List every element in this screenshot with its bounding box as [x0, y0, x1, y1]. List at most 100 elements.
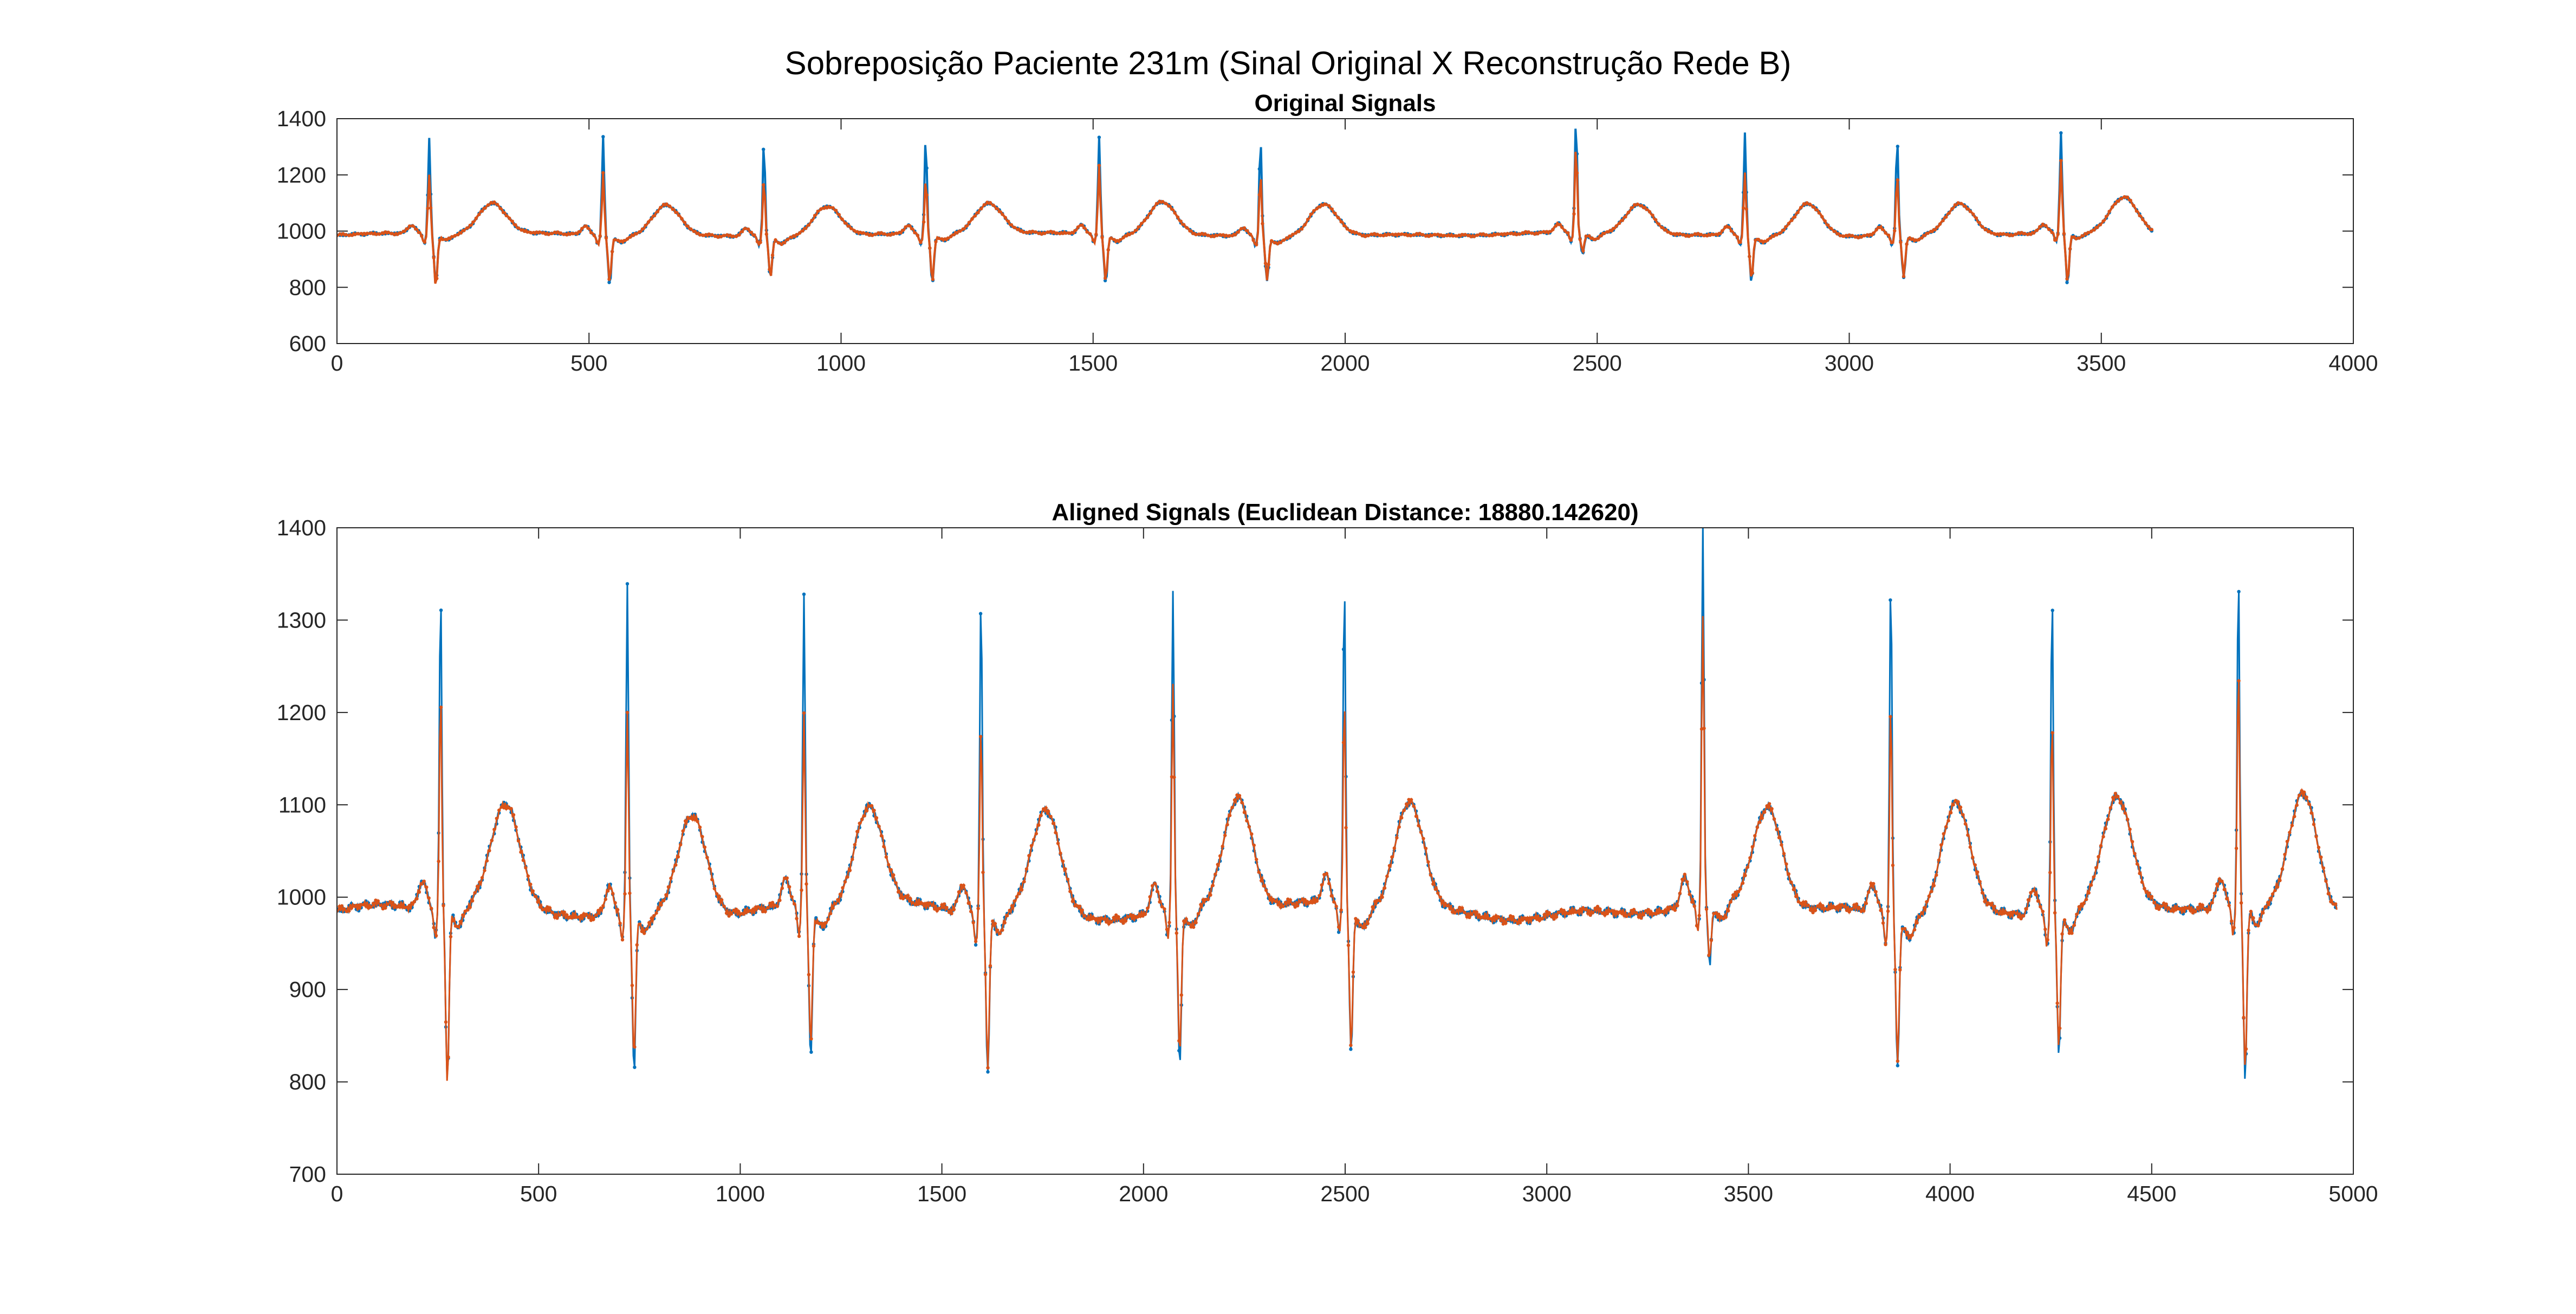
data-point — [665, 202, 669, 206]
data-point — [1864, 902, 1868, 905]
data-point — [1669, 231, 1673, 235]
data-point — [1496, 915, 1501, 919]
data-point — [1586, 911, 1590, 915]
data-point — [2043, 927, 2047, 931]
data-point — [836, 898, 840, 902]
data-point — [1034, 832, 1039, 836]
data-point — [1802, 202, 1806, 206]
data-point — [1455, 909, 1459, 912]
data-point — [449, 935, 453, 938]
data-point — [879, 231, 884, 235]
data-point — [1942, 832, 1945, 836]
data-point — [1714, 232, 1718, 236]
data-point — [1470, 912, 1474, 916]
data-point — [543, 907, 547, 911]
data-point — [1527, 230, 1530, 234]
data-point — [1813, 908, 1818, 912]
data-point — [1731, 893, 1735, 897]
data-point — [2065, 281, 2069, 284]
data-point — [1620, 911, 1624, 915]
data-point — [2247, 928, 2250, 933]
data-point — [1137, 225, 1140, 229]
data-point — [1404, 802, 1409, 806]
data-point — [1770, 807, 1774, 811]
x-tick-label: 5000 — [2328, 1181, 2378, 1206]
data-point — [1666, 230, 1670, 234]
data-point — [1431, 882, 1435, 886]
data-point — [1576, 909, 1580, 913]
data-point — [913, 231, 917, 235]
data-point — [910, 226, 914, 231]
data-point — [1360, 234, 1364, 238]
data-point — [1439, 233, 1443, 237]
data-point — [1348, 229, 1352, 233]
data-point — [1454, 234, 1458, 238]
data-point — [615, 908, 620, 912]
data-point — [1143, 912, 1147, 916]
data-point — [810, 218, 814, 223]
data-point — [1673, 908, 1677, 912]
data-point — [807, 973, 811, 976]
data-point — [2117, 199, 2120, 203]
data-point — [1760, 816, 1764, 820]
data-point — [1811, 205, 1815, 209]
data-point — [1039, 813, 1043, 818]
data-point — [2132, 204, 2136, 208]
data-point — [1575, 171, 1579, 175]
data-point — [1530, 231, 1534, 235]
data-point — [392, 232, 397, 237]
data-point — [1303, 898, 1307, 902]
y-tick-label: 700 — [289, 1162, 326, 1187]
data-point — [1600, 911, 1605, 915]
data-point — [1879, 908, 1883, 912]
data-point — [1997, 912, 2001, 916]
data-point — [1627, 912, 1631, 916]
data-point — [1636, 202, 1639, 206]
data-point — [1772, 817, 1776, 821]
data-point — [1896, 1059, 1899, 1063]
data-point — [1859, 235, 1863, 239]
data-point — [1884, 231, 1887, 235]
data-point — [2329, 899, 2333, 904]
data-point — [1103, 276, 1107, 280]
data-point — [710, 233, 714, 237]
data-point — [659, 903, 663, 907]
data-point — [2089, 883, 2093, 887]
data-point — [1209, 893, 1212, 897]
data-point — [2002, 232, 2006, 236]
data-point — [1781, 228, 1785, 232]
data-point — [904, 225, 907, 229]
data-point — [1641, 913, 1646, 917]
data-point — [1500, 232, 1503, 236]
y-tick-label: 800 — [289, 1070, 326, 1095]
data-point — [536, 900, 540, 904]
data-point — [1796, 210, 1800, 215]
data-point — [712, 886, 717, 891]
data-point — [812, 944, 816, 948]
data-point — [1414, 232, 1419, 236]
data-point — [1838, 234, 1842, 238]
data-point — [991, 203, 995, 207]
data-point — [2062, 918, 2067, 922]
data-point — [659, 205, 663, 209]
data-point — [356, 232, 360, 236]
data-point — [1076, 225, 1080, 229]
data-point — [1987, 230, 1990, 234]
data-point — [654, 911, 658, 915]
data-point — [1971, 856, 1975, 859]
data-point — [2104, 215, 2108, 218]
data-point — [495, 203, 499, 206]
data-point — [521, 858, 525, 862]
data-point — [1433, 887, 1437, 891]
data-point — [2111, 795, 2115, 800]
data-point — [1419, 830, 1423, 834]
data-point — [1204, 897, 1208, 902]
data-point — [1842, 905, 1846, 909]
data-point — [1925, 900, 1929, 904]
data-point — [548, 906, 552, 910]
data-point — [1018, 229, 1023, 233]
data-point — [1049, 230, 1053, 234]
data-point — [657, 907, 661, 911]
data-point — [775, 904, 780, 908]
data-point — [747, 227, 750, 231]
